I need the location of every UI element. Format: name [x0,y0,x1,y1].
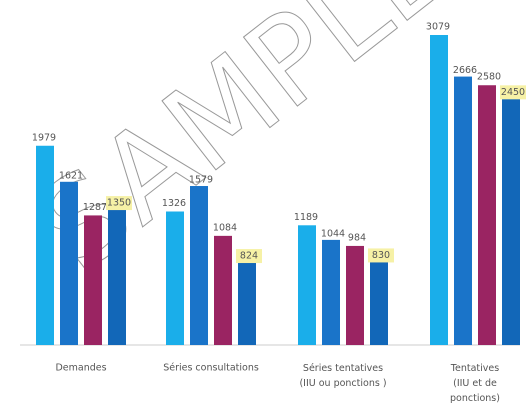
label-highlight [236,249,262,264]
value-label: 984 [348,232,366,243]
x-tick-label-line: (IIU et de [453,378,497,389]
bar [36,145,54,345]
label-highlight [106,196,132,211]
value-label: 1579 [189,175,213,186]
bar [238,262,256,345]
bar [166,211,184,345]
value-label: 830 [372,250,390,261]
value-label: 824 [240,251,258,262]
value-label: 2450 [501,87,525,98]
x-tick-label-line: Séries tentatives [303,363,383,374]
value-label: 1084 [213,222,237,233]
bar [190,186,208,345]
bar [478,85,496,345]
label-highlight [500,85,526,100]
bar [322,239,340,345]
bar [214,235,232,345]
value-label: 1287 [83,202,107,213]
label-highlight [368,248,394,263]
bar [454,76,472,346]
value-label: 1350 [107,198,131,209]
value-label: 1621 [59,170,83,181]
x-tick-label: Demandes [55,363,106,374]
bar [430,35,448,345]
value-label: 1979 [32,132,56,143]
bar [84,215,102,345]
value-label: 1326 [162,198,186,209]
x-tick-label-line: (IIU ou ponctions ) [299,378,386,389]
bar [298,225,316,345]
value-label: 3079 [426,22,450,33]
x-tick-label-line: Tentatives [450,363,499,374]
x-tick-label-line: ponctions) [450,393,500,404]
bar [370,261,388,345]
value-label: 1044 [321,228,345,239]
bar [346,245,364,345]
value-label: 1189 [294,212,318,223]
x-tick-label: Tentatives (IIU et de ponctions) [450,363,500,404]
value-label: 2666 [453,65,477,76]
x-tick-label: Séries consultations [163,363,259,374]
bar [60,181,78,345]
x-tick-label: Séries tentatives (IIU ou ponctions ) [299,363,386,389]
bar [502,98,520,345]
value-label: 2580 [477,72,501,83]
bar [108,209,126,345]
